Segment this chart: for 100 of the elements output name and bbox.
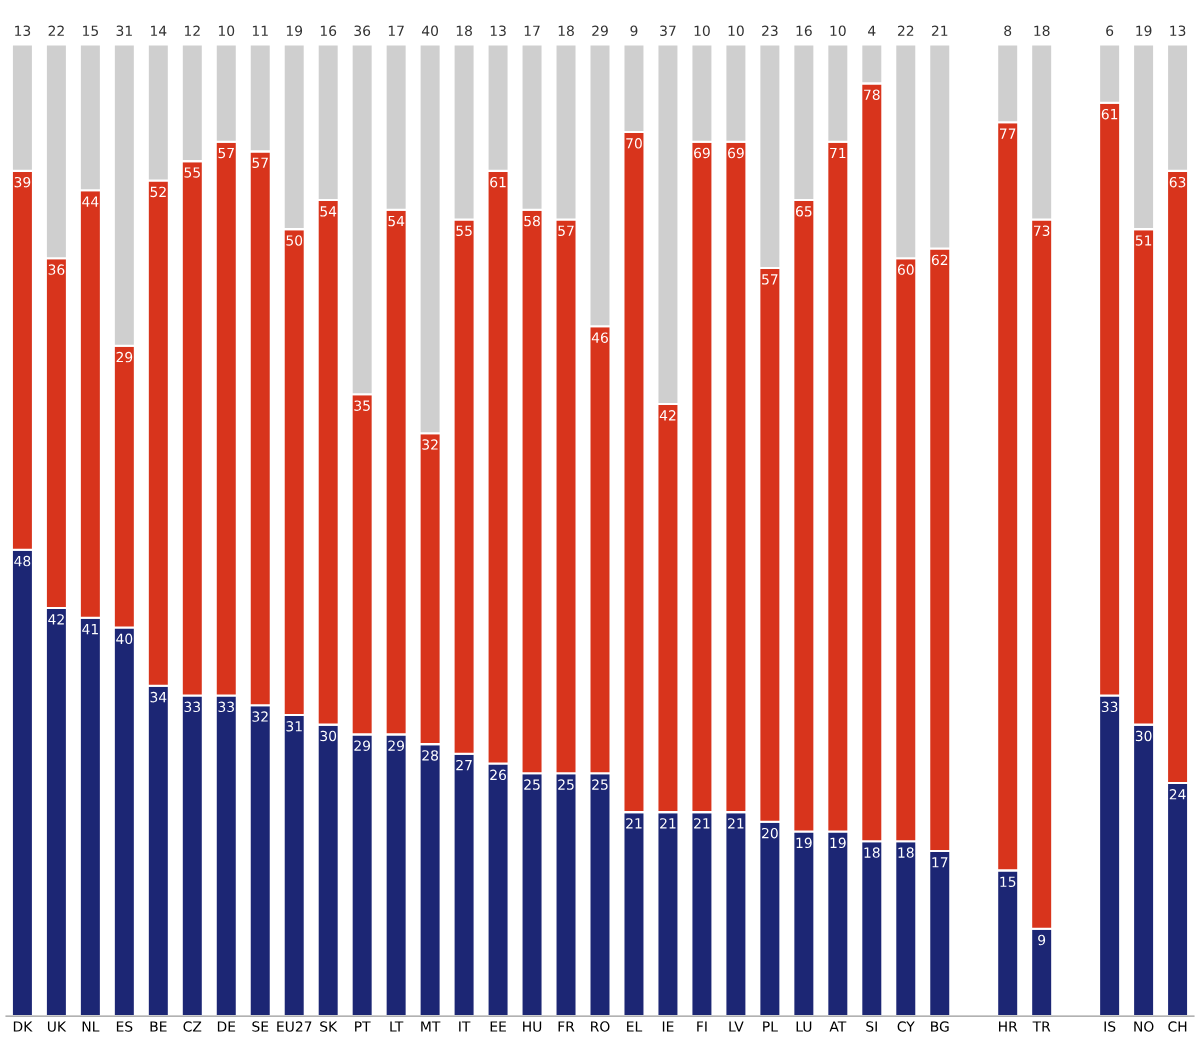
data-label: 69 xyxy=(694,147,710,159)
data-label: 61 xyxy=(490,176,506,188)
x-tick-label: HU xyxy=(523,1021,542,1032)
data-label: 23 xyxy=(762,25,778,37)
x-tick-label: RO xyxy=(591,1021,610,1032)
data-label: 50 xyxy=(286,235,303,246)
data-label: 51 xyxy=(1135,235,1152,246)
data-label: 31 xyxy=(116,25,132,37)
data-label: 8 xyxy=(1004,25,1012,37)
data-label: 33 xyxy=(218,701,234,713)
data-label: 58 xyxy=(524,215,540,227)
data-label: 21 xyxy=(626,818,642,829)
data-label: 17 xyxy=(524,25,540,36)
data-label: 19 xyxy=(1136,25,1152,37)
data-label: 54 xyxy=(320,206,337,217)
x-tick-label: LU xyxy=(796,1021,812,1032)
data-label: 13 xyxy=(490,25,506,37)
data-label: 15 xyxy=(1000,876,1016,887)
data-label: 21 xyxy=(728,818,744,829)
data-label: 36 xyxy=(354,25,371,37)
data-label: 4 xyxy=(868,25,876,36)
x-tick-label: IS xyxy=(1104,1021,1116,1032)
data-label: 18 xyxy=(1034,25,1050,37)
x-tick-label: ES xyxy=(116,1021,133,1032)
data-label: 21 xyxy=(931,25,948,36)
data-label: 54 xyxy=(388,215,405,227)
data-label: 71 xyxy=(830,147,846,159)
data-label: 31 xyxy=(286,721,302,732)
data-label: 52 xyxy=(150,186,166,198)
data-label: 17 xyxy=(932,857,948,868)
data-label: 27 xyxy=(456,759,472,771)
x-tick-label: LT xyxy=(390,1021,404,1032)
data-label: 34 xyxy=(150,691,167,703)
data-label: 42 xyxy=(48,614,64,625)
x-tick-label: LV xyxy=(729,1021,744,1032)
data-label: 57 xyxy=(558,225,574,237)
x-tick-label: MT xyxy=(421,1021,441,1032)
data-label: 17 xyxy=(388,25,404,36)
x-tick-label: DE xyxy=(217,1021,236,1032)
x-tick-label: CH xyxy=(1168,1021,1187,1032)
data-label: 18 xyxy=(558,25,574,37)
data-label: 12 xyxy=(184,25,200,36)
x-tick-label: IT xyxy=(459,1021,471,1032)
data-label: 20 xyxy=(762,827,778,839)
data-label: 35 xyxy=(354,400,370,411)
x-tick-label: SI xyxy=(866,1021,877,1032)
data-label: 32 xyxy=(252,711,268,722)
x-tick-label: SK xyxy=(320,1021,338,1032)
data-label: 11 xyxy=(252,25,268,36)
data-label: 70 xyxy=(626,138,642,149)
data-label: 62 xyxy=(931,254,948,266)
x-tick-label: FI xyxy=(697,1021,707,1032)
x-tick-label: NO xyxy=(1134,1021,1154,1032)
data-label: 48 xyxy=(14,555,31,567)
data-label: 42 xyxy=(659,410,676,421)
x-tick-label: SE xyxy=(252,1021,269,1032)
data-label: 19 xyxy=(286,25,303,37)
data-label: 61 xyxy=(1101,108,1118,120)
x-tick-label: TR xyxy=(1032,1021,1051,1032)
data-label: 13 xyxy=(15,25,31,37)
data-label: 69 xyxy=(728,147,744,159)
data-label: 29 xyxy=(354,740,371,751)
data-label: 29 xyxy=(388,740,405,751)
data-label: 41 xyxy=(82,624,98,635)
data-label: 19 xyxy=(796,837,812,849)
data-label: 10 xyxy=(694,25,710,37)
x-tick-label: DK xyxy=(13,1021,33,1032)
data-label: 37 xyxy=(660,25,676,37)
x-tick-label: IE xyxy=(662,1021,674,1032)
data-label: 10 xyxy=(218,25,235,37)
data-label: 78 xyxy=(864,89,880,100)
data-label: 25 xyxy=(558,779,574,790)
data-label: 25 xyxy=(592,779,608,790)
data-label: 60 xyxy=(897,264,914,275)
data-label: 44 xyxy=(82,196,99,207)
data-label: 18 xyxy=(864,847,880,858)
x-tick-label: BE xyxy=(150,1021,167,1032)
data-label: 33 xyxy=(1101,701,1118,713)
x-tick-label: BG xyxy=(931,1021,949,1032)
data-label: 22 xyxy=(897,25,914,36)
data-label: 63 xyxy=(1169,176,1186,188)
data-label: 16 xyxy=(796,25,812,37)
data-label: 18 xyxy=(456,25,472,37)
x-tick-label: EU27 xyxy=(277,1021,312,1032)
data-label: 29 xyxy=(116,351,133,363)
data-label: 16 xyxy=(320,25,337,37)
data-label: 13 xyxy=(1170,25,1186,37)
data-label: 28 xyxy=(422,750,439,761)
data-label: 40 xyxy=(421,25,439,37)
data-label: 25 xyxy=(524,779,540,790)
data-label: 33 xyxy=(184,701,201,713)
data-label: 65 xyxy=(795,206,812,217)
data-label: 10 xyxy=(830,25,846,37)
data-label: 9 xyxy=(630,25,638,37)
data-label: 55 xyxy=(456,225,472,237)
data-label: 57 xyxy=(762,274,778,285)
data-label: 10 xyxy=(728,25,744,37)
data-label: 57 xyxy=(252,157,268,168)
data-label: 40 xyxy=(116,633,133,645)
data-label: 15 xyxy=(83,25,98,37)
